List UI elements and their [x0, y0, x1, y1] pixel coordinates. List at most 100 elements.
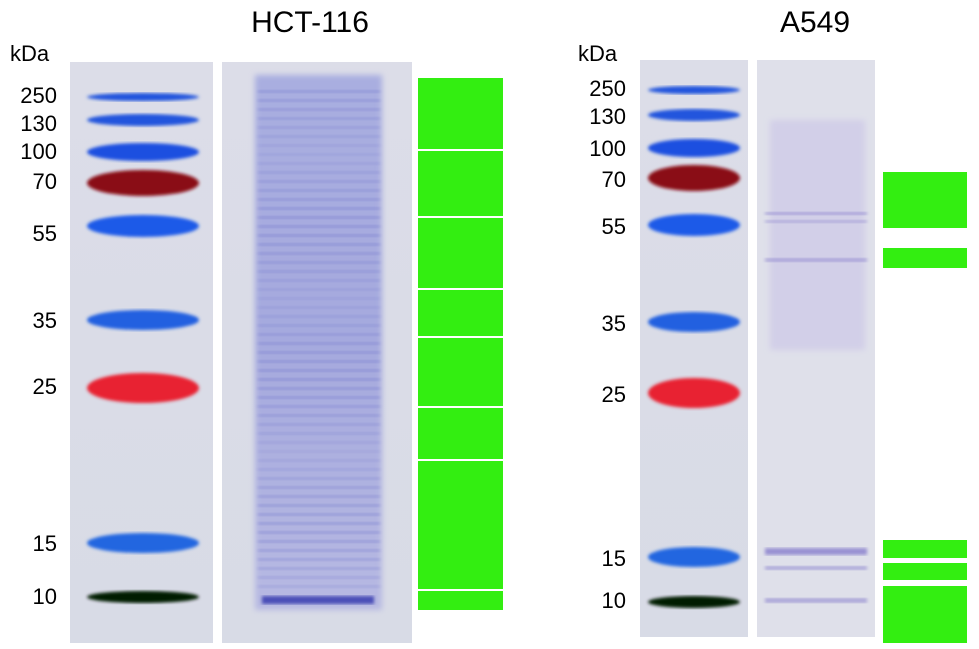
sample-band: [258, 243, 380, 246]
sample-band: [258, 495, 380, 498]
sample-bands: [765, 212, 867, 603]
sample-band: [258, 513, 380, 516]
sample-band: [258, 360, 380, 363]
marker-band: [87, 215, 199, 237]
sample-band: [258, 405, 380, 408]
marker-label: 35: [33, 308, 57, 333]
panel-title: A549: [780, 6, 850, 39]
sample-band: [765, 212, 867, 215]
sample-band: [258, 576, 380, 579]
unit-label: kDa: [578, 41, 618, 66]
protein-smear: [770, 120, 865, 350]
marker-labels: 250 130 100 70 55 35 25 15 10: [20, 83, 57, 609]
sample-band: [258, 387, 380, 390]
marker-band: [648, 109, 740, 121]
marker-label: 10: [33, 584, 57, 609]
marker-label: 25: [602, 382, 626, 407]
fraction-bars: [883, 172, 967, 643]
sample-band: [258, 504, 380, 507]
sample-band: [258, 351, 380, 354]
marker-band: [648, 312, 740, 332]
marker-band: [648, 378, 740, 408]
fraction-bar: [883, 172, 967, 228]
sample-band: [258, 468, 380, 471]
sample-band: [258, 324, 380, 327]
unit-label: kDa: [10, 41, 50, 66]
sample-band: [258, 414, 380, 417]
marker-band: [648, 547, 740, 567]
sample-band: [258, 189, 380, 192]
sample-band: [258, 135, 380, 138]
marker-label: 100: [589, 136, 626, 161]
sample-band: [765, 258, 867, 262]
sample-band: [258, 342, 380, 345]
marker-band: [87, 93, 199, 101]
sample-band: [258, 126, 380, 129]
sample-band: [258, 153, 380, 156]
sample-band: [258, 171, 380, 174]
sample-band: [258, 180, 380, 183]
sample-band: [258, 378, 380, 381]
sample-band: [258, 108, 380, 111]
marker-label: 55: [33, 221, 57, 246]
marker-band: [87, 533, 199, 553]
marker-band: [87, 170, 199, 196]
marker-label: 250: [589, 76, 626, 101]
sample-band: [258, 531, 380, 534]
sample-band: [258, 396, 380, 399]
sample-band: [258, 270, 380, 273]
marker-band: [87, 114, 199, 126]
fraction-bar: [883, 586, 967, 643]
sample-band: [258, 450, 380, 453]
sample-band: [258, 477, 380, 480]
marker-label: 130: [20, 111, 57, 136]
sample-band: [258, 567, 380, 570]
marker-band: [87, 143, 199, 161]
fraction-bar: [883, 540, 967, 558]
marker-band: [87, 310, 199, 330]
marker-bands: [648, 86, 740, 608]
sample-band: [258, 297, 380, 300]
sample-band: [258, 288, 380, 291]
sample-band: [258, 558, 380, 561]
marker-label: 15: [602, 546, 626, 571]
marker-band: [87, 591, 199, 603]
marker-band: [648, 86, 740, 94]
sample-band: [258, 441, 380, 444]
fraction-bar: [418, 78, 503, 610]
marker-band: [648, 214, 740, 236]
sample-band: [258, 423, 380, 426]
marker-band: [648, 596, 740, 608]
sample-band: [258, 432, 380, 435]
sample-band: [258, 369, 380, 372]
marker-band: [648, 139, 740, 157]
sample-band: [258, 279, 380, 282]
sample-band: [765, 220, 867, 223]
marker-label: 70: [602, 167, 626, 192]
sample-band: [258, 144, 380, 147]
marker-label: 10: [602, 588, 626, 613]
sample-band: [258, 252, 380, 255]
sample-band: [258, 198, 380, 201]
sample-band: [258, 162, 380, 165]
marker-bands: [87, 93, 199, 603]
sample-band: [258, 117, 380, 120]
fraction-bar: [883, 248, 967, 268]
marker-label: 130: [589, 104, 626, 129]
sample-band: [258, 99, 380, 102]
sample-bands: [258, 90, 380, 604]
sample-band: [258, 216, 380, 219]
sample-band: [258, 585, 380, 588]
sample-band: [258, 333, 380, 336]
sample-band: [258, 522, 380, 525]
marker-label: 250: [20, 83, 57, 108]
sample-band: [258, 459, 380, 462]
sample-band: [258, 225, 380, 228]
sample-band: [258, 234, 380, 237]
sample-band: [765, 548, 867, 555]
sample-band: [258, 486, 380, 489]
sample-band: [258, 90, 380, 93]
marker-label: 35: [602, 311, 626, 336]
sample-band: [765, 566, 867, 570]
marker-label: 15: [33, 531, 57, 556]
